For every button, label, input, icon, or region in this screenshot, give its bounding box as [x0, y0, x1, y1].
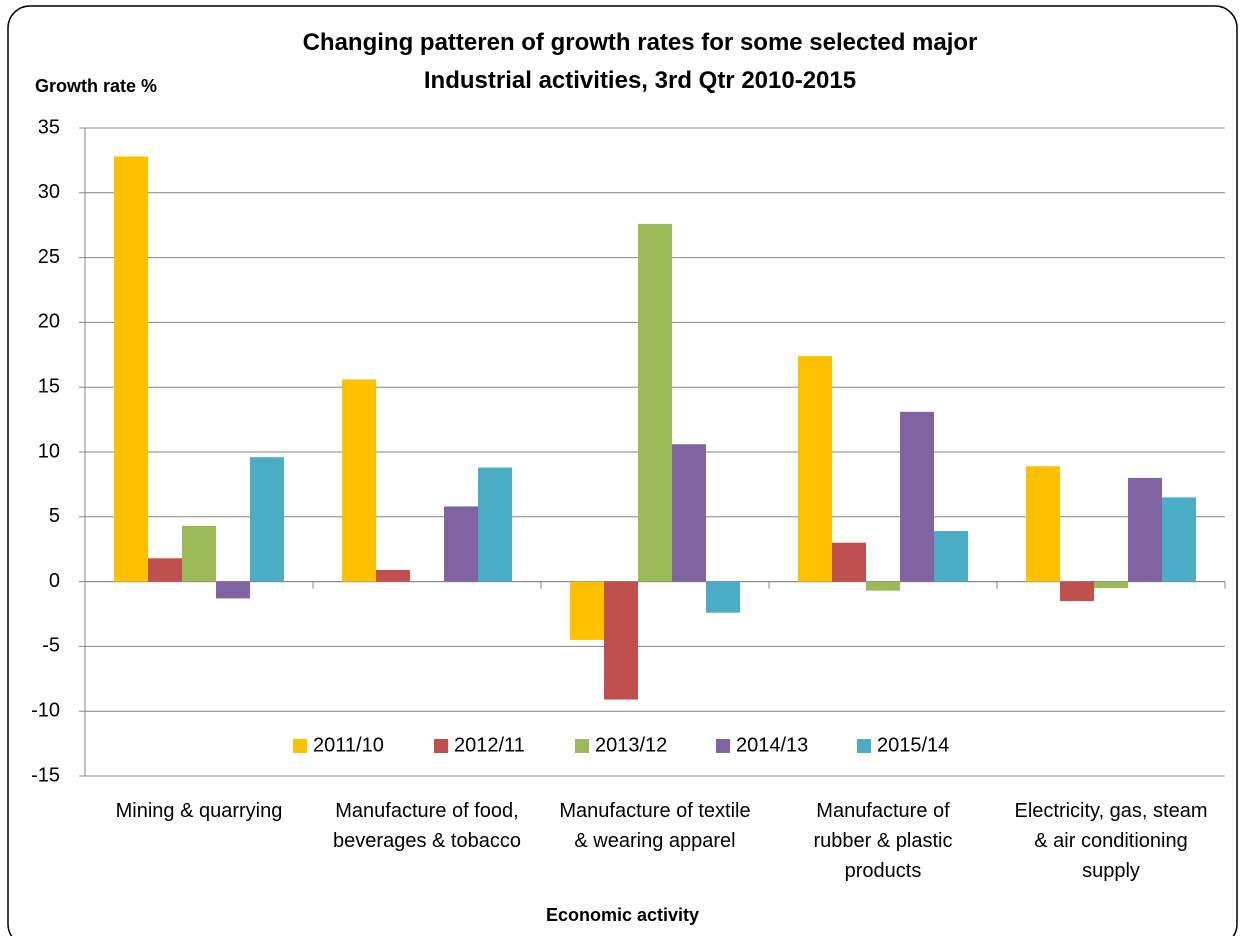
bar [376, 569, 410, 582]
bar [1128, 477, 1162, 582]
legend-swatch [857, 739, 871, 753]
bar [638, 223, 672, 582]
legend-swatch [575, 739, 589, 753]
y-tick-label: 10 [38, 440, 60, 462]
x-tick-label: Manufacture of rubber & plastic products [813, 800, 953, 882]
bar [1162, 497, 1196, 582]
bar [444, 506, 478, 582]
bar [114, 156, 148, 582]
y-tick-label: -5 [42, 635, 60, 657]
y-tick-label: 5 [49, 505, 60, 527]
legend-swatch [716, 739, 730, 753]
bar [706, 581, 740, 613]
bar [148, 558, 182, 582]
legend-label: 2014/13 [736, 734, 808, 756]
y-tick-label: 15 [38, 375, 60, 397]
y-tick-label: -15 [31, 764, 60, 786]
chart-border [7, 5, 1238, 936]
bar [1094, 581, 1128, 589]
y-tick-label: -10 [31, 699, 60, 721]
legend-label: 2013/12 [595, 734, 667, 756]
legend-label: 2011/10 [313, 734, 384, 756]
bar [342, 379, 376, 582]
y-tick-label: 20 [38, 311, 60, 333]
x-axis-title: Economic activity [545, 905, 700, 925]
bar [900, 411, 934, 582]
bar [1060, 581, 1094, 602]
bar [832, 542, 866, 582]
bar [478, 467, 512, 582]
legend-swatch [434, 739, 448, 753]
y-tick-label: 0 [49, 570, 60, 592]
x-tick-label: Manufacture of food, beverages & tobacco [333, 800, 521, 852]
legend-label: 2012/11 [454, 734, 525, 756]
legend-swatch [293, 739, 307, 753]
bar [604, 581, 638, 700]
bar [798, 356, 832, 582]
bar [866, 581, 900, 591]
y-axis-title: Growth rate % [35, 76, 158, 96]
bar [934, 531, 968, 582]
bar [182, 525, 216, 582]
x-tick-label: Mining & quarrying [115, 800, 283, 822]
x-tick-label: Electricity, gas, steam & air conditioni… [1014, 800, 1208, 882]
y-tick-label: 30 [38, 181, 60, 203]
legend-label: 2015/14 [877, 734, 949, 756]
bar [672, 444, 706, 582]
x-tick-label: Manufacture of textile & wearing apparel [559, 800, 751, 852]
bar [570, 581, 604, 640]
y-tick-label: 35 [38, 116, 60, 138]
bar [216, 581, 250, 599]
y-tick-label: 25 [38, 246, 60, 268]
chart-title: Changing patteren of growth rates for so… [302, 29, 978, 94]
bar [1026, 466, 1060, 582]
bar [250, 457, 284, 582]
